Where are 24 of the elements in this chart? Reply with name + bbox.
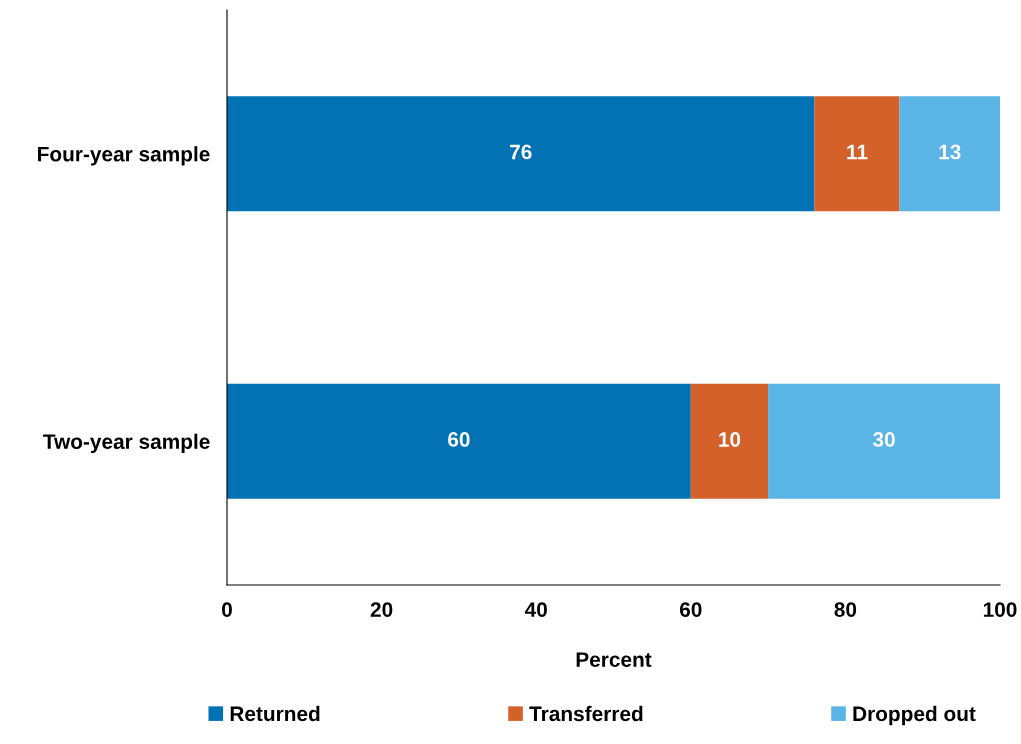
x-tick-label: 20 [370, 602, 393, 617]
x-tick-label: 0 [222, 602, 232, 617]
legend-label: Transferred [529, 705, 643, 722]
bar [899, 96, 1000, 212]
y-tick-label: Two-year sample [43, 433, 210, 454]
data-label: 30 [872, 432, 895, 447]
bar [768, 383, 1000, 499]
data-label: 11 [847, 144, 868, 160]
data-label: 60 [448, 432, 470, 447]
bar [690, 383, 769, 499]
data-label: 13 [939, 144, 961, 160]
legend-label: Returned [230, 705, 320, 722]
x-tick-label: 100 [983, 602, 1017, 617]
x-tick-label: 80 [834, 602, 857, 617]
data-label: 76 [510, 144, 532, 160]
y-tick-label: Four-year sample [38, 146, 210, 166]
bar [227, 383, 691, 499]
x-tick-label: 40 [524, 602, 547, 617]
x-tick-label: 60 [679, 602, 702, 617]
legend-label: Dropped out [853, 705, 976, 726]
bar [814, 96, 900, 212]
data-label: 10 [719, 432, 741, 447]
x-axis-title: Percent [576, 652, 652, 667]
bar [227, 96, 815, 212]
